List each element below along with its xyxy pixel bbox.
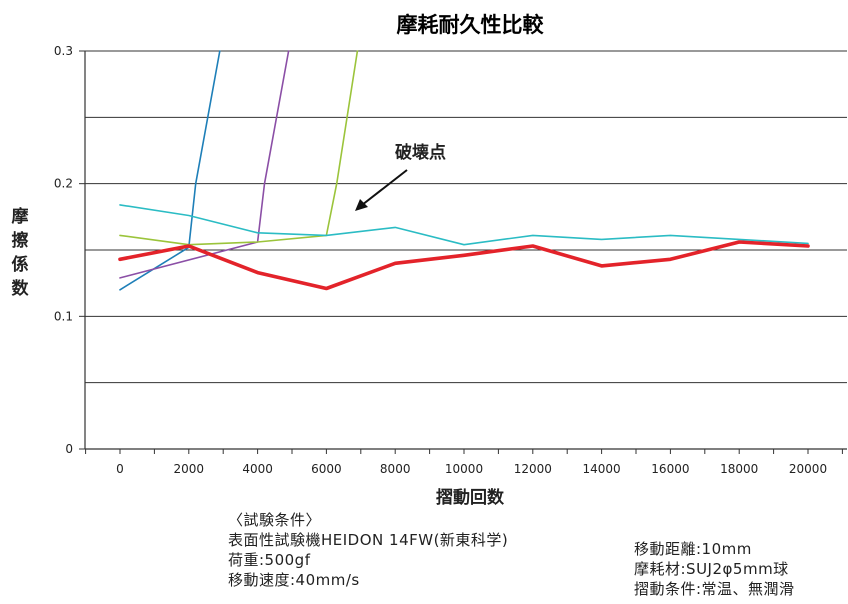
x-tick-label: 20000	[789, 462, 827, 476]
y-tick-label: 0.3	[54, 44, 73, 58]
x-axis-title: 摺動回数	[436, 487, 505, 508]
break-point-annotation: 破壊点	[395, 142, 446, 163]
y-tick-label: 0.1	[54, 309, 73, 323]
x-tick-label: 2000	[174, 462, 205, 476]
condition-line: 摩耗材:SUJ2φ5mm球	[634, 560, 789, 578]
series-line	[119, 50, 290, 279]
conditions-heading: 〈試験条件〉	[228, 511, 322, 529]
x-tick-label: 8000	[380, 462, 411, 476]
x-tick-label: 12000	[514, 462, 552, 476]
x-tick-label: 16000	[651, 462, 689, 476]
grid-layer	[85, 50, 847, 384]
x-tick-label: 10000	[445, 462, 483, 476]
y-axis-title: 摩擦係数	[12, 206, 30, 299]
series-line	[119, 50, 359, 246]
y-tick-label: 0	[65, 442, 73, 456]
series-line	[118, 240, 810, 291]
condition-line: 摺動条件:常温、無潤滑	[634, 580, 795, 598]
x-tick-label: 14000	[583, 462, 621, 476]
y-axis-title-char: 摩	[12, 206, 29, 227]
x-tick-label: 6000	[311, 462, 342, 476]
y-tick-labels: 0 0.1 0.2 0.3	[54, 44, 73, 456]
y-axis-title-char: 擦	[12, 230, 29, 251]
series-line	[119, 204, 809, 246]
y-axis-title-char: 係	[12, 254, 29, 275]
annotation-layer: 破壊点	[355, 142, 446, 211]
y-tick-label: 0.2	[54, 177, 73, 191]
test-conditions-left: 〈試験条件〉 表面性試験機HEIDON 14FW(新東科学) 荷重:500gf …	[228, 510, 508, 590]
axis-layer	[79, 50, 847, 454]
y-axis-title-char: 数	[12, 278, 30, 299]
condition-line: 移動距離:10mm	[634, 540, 752, 558]
condition-line: 移動速度:40mm/s	[228, 571, 360, 589]
condition-line: 表面性試験機HEIDON 14FW(新東科学)	[228, 531, 509, 549]
x-tick-label: 18000	[720, 462, 758, 476]
test-conditions-right: 移動距離:10mm 摩耗材:SUJ2φ5mm球 摺動条件:常温、無潤滑	[634, 539, 795, 599]
x-tick-labels: 0 2000 4000 6000 8000 10000 12000 14000 16000 180…	[116, 462, 827, 476]
series-layer	[118, 50, 810, 291]
break-point-arrowhead	[355, 199, 368, 211]
condition-line: 荷重:500gf	[228, 551, 311, 569]
chart-title: 摩耗耐久性比較	[397, 13, 545, 37]
x-tick-label: 0	[116, 462, 124, 476]
x-tick-label: 4000	[242, 462, 273, 476]
break-point-arrow	[361, 169, 408, 206]
